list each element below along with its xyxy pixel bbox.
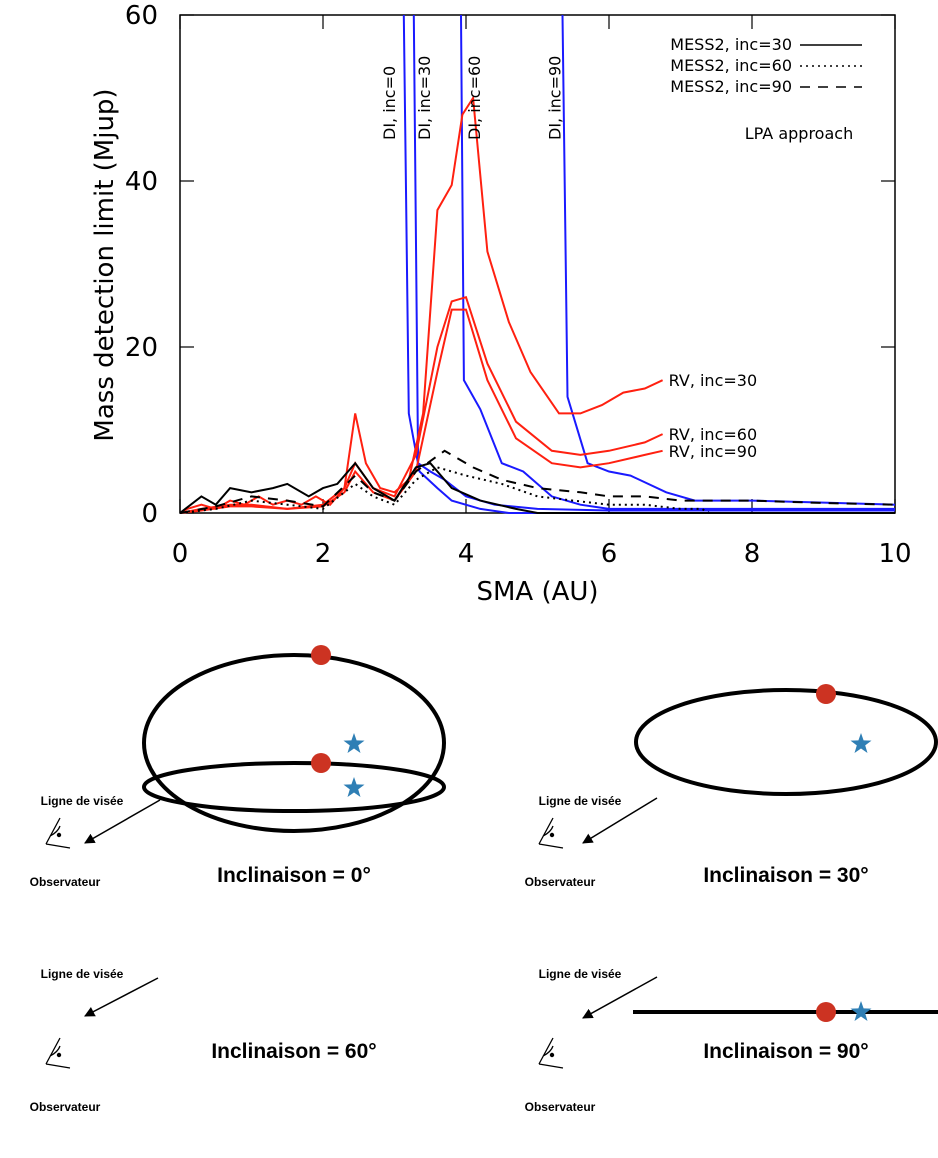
x-tick-label: 6 — [601, 539, 618, 569]
diagram-title: Inclinaison = 60° — [211, 1040, 376, 1063]
diagram-shapes — [45, 645, 938, 1069]
sight-label: Ligne de visée — [41, 794, 124, 808]
sight-label: Ligne de visée — [539, 794, 622, 808]
sight-label: Ligne de visée — [539, 967, 622, 981]
series-line — [402, 15, 895, 514]
legend-label: MESS2, inc=60 — [670, 56, 792, 75]
y-tick-label: 40 — [125, 167, 158, 197]
x-tick-label: 8 — [744, 539, 761, 569]
x-axis-label: SMA (AU) — [476, 577, 598, 607]
legend-label: MESS2, inc=90 — [670, 77, 792, 96]
observer-label: Observateur — [525, 875, 596, 889]
y-axis-label: Mass detection limit (Mjup) — [90, 88, 120, 441]
y-tick-label: 20 — [125, 333, 158, 363]
series-label: RV, inc=90 — [669, 442, 758, 461]
series-label: DI, inc=30 — [415, 56, 434, 140]
x-tick-label: 0 — [172, 539, 189, 569]
series-line — [180, 308, 663, 514]
diagram-title: Inclinaison = 30° — [703, 864, 868, 887]
series-line — [460, 15, 895, 510]
series-label: DI, inc=60 — [465, 56, 484, 140]
legend-label: MESS2, inc=30 — [670, 35, 792, 54]
x-tick-label: 2 — [315, 539, 332, 569]
x-tick-label: 10 — [878, 539, 911, 569]
y-tick-label: 0 — [141, 499, 158, 529]
y-tick-label: 60 — [125, 1, 158, 31]
series-label: DI, inc=0 — [380, 66, 399, 140]
series-label: RV, inc=30 — [669, 371, 758, 390]
series-line — [180, 95, 664, 514]
series-line — [180, 466, 895, 514]
observer-label: Observateur — [30, 1100, 101, 1114]
series-line — [180, 295, 664, 514]
annotation: LPA approach — [745, 124, 853, 143]
plot-area — [180, 15, 895, 514]
observer-label: Observateur — [525, 1100, 596, 1114]
series-line — [561, 15, 895, 506]
series-line — [412, 15, 895, 512]
observer-label: Observateur — [30, 875, 101, 889]
series-line — [180, 461, 895, 514]
series-label: RV, inc=60 — [669, 425, 758, 444]
diagram-title: Inclinaison = 0° — [217, 864, 371, 887]
sight-label: Ligne de visée — [41, 967, 124, 981]
series-label: DI, inc=90 — [546, 56, 565, 140]
series-line — [180, 449, 895, 514]
x-tick-label: 4 — [458, 539, 475, 569]
diagram-title: Inclinaison = 90° — [703, 1040, 868, 1063]
